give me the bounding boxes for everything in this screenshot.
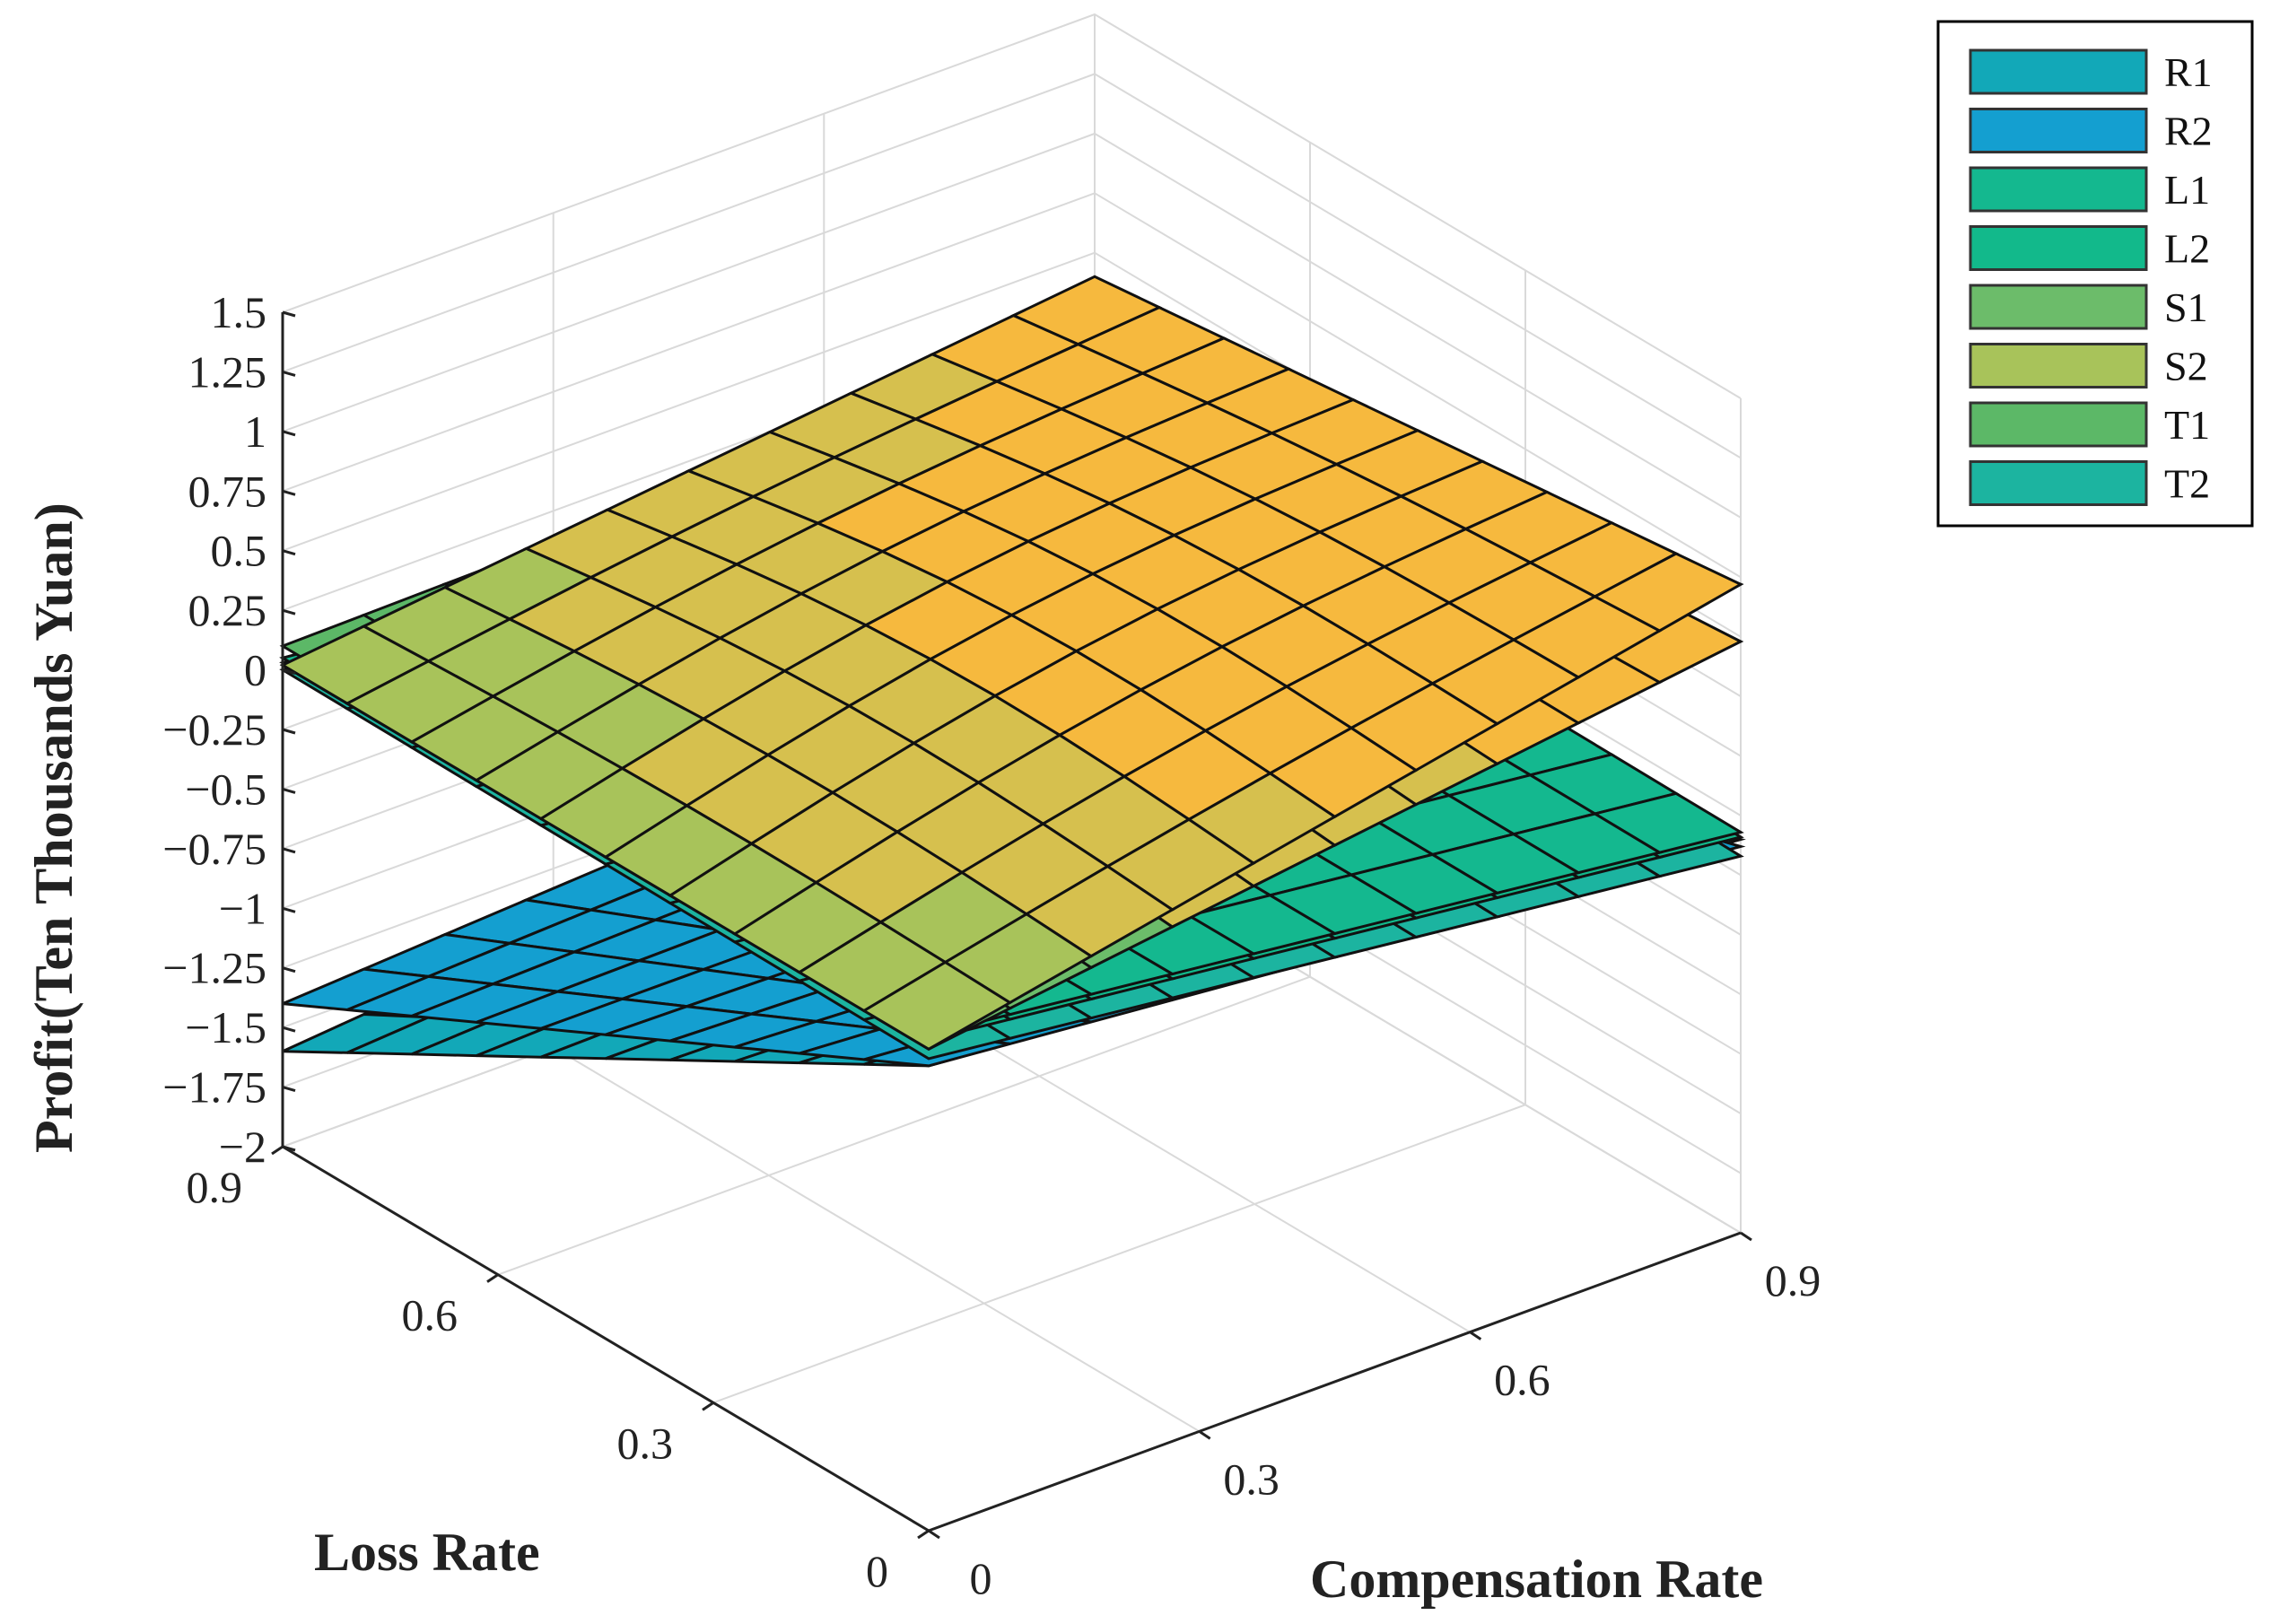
z-axis-title: Profit(Ten Thousands Yuan) bbox=[24, 502, 83, 1153]
z-tick-label: 0.5 bbox=[211, 526, 267, 576]
z-tick-mark bbox=[282, 728, 296, 735]
legend-swatch-t1 bbox=[1969, 401, 2148, 448]
z-tick-label: −1.5 bbox=[185, 1002, 266, 1052]
z-tick-label: 0.25 bbox=[188, 585, 267, 635]
x-tick-mark bbox=[928, 1529, 940, 1540]
legend-swatch-r1 bbox=[1969, 48, 2148, 95]
z-tick-mark bbox=[282, 668, 296, 676]
surface-patch bbox=[861, 960, 1013, 1052]
legend-label-s2: S2 bbox=[2164, 344, 2208, 389]
y-axis-line bbox=[282, 1145, 930, 1532]
surface-s2 bbox=[279, 275, 1744, 1052]
legend-swatch-l2 bbox=[1969, 225, 2148, 271]
legend-label-r1: R1 bbox=[2164, 49, 2213, 95]
z-tick-mark bbox=[282, 1086, 296, 1093]
legend-box bbox=[1936, 20, 2254, 528]
axes-layer: 1.5 1.25 1 0.75 0.5 0.25 0 −0.25 −0.5 −0.75 −1 −1.2… bbox=[162, 287, 1821, 1603]
y-tick-label: 0.3 bbox=[617, 1418, 674, 1468]
z-tick-label: −0.25 bbox=[162, 704, 266, 755]
z-tick-label: −1.25 bbox=[162, 943, 266, 993]
x-tick-label: 0 bbox=[970, 1553, 992, 1603]
legend-label-s1: S1 bbox=[2164, 284, 2208, 330]
z-tick-mark bbox=[282, 906, 296, 913]
z-tick-label: 1.5 bbox=[211, 287, 267, 337]
legend-swatch-t2 bbox=[1969, 460, 2148, 506]
legend-swatch-s1 bbox=[1969, 284, 2148, 330]
z-tick-mark bbox=[282, 549, 296, 556]
x-tick-mark bbox=[1740, 1231, 1752, 1242]
legend-label-r2: R2 bbox=[2164, 109, 2213, 154]
legend-label-l1: L1 bbox=[2164, 167, 2210, 213]
y-tick-label: 0.9 bbox=[187, 1162, 243, 1212]
y-tick-mark bbox=[486, 1273, 499, 1283]
x-tick-mark bbox=[1198, 1430, 1211, 1440]
legend-label-t1: T1 bbox=[2164, 402, 2210, 448]
z-tick-label: −1 bbox=[219, 883, 266, 933]
legend-swatch-l1 bbox=[1969, 166, 2148, 213]
x-tick-label: 0.3 bbox=[1223, 1454, 1280, 1504]
y-tick-label: 0 bbox=[866, 1546, 888, 1596]
legend-swatch-s2 bbox=[1969, 343, 2148, 389]
x-tick-label: 0.6 bbox=[1494, 1355, 1550, 1405]
x-tick-mark bbox=[1469, 1331, 1482, 1340]
y-tick-mark bbox=[917, 1529, 930, 1540]
z-tick-mark bbox=[282, 310, 296, 318]
legend-label-l2: L2 bbox=[2164, 226, 2210, 272]
z-tick-label: 0.75 bbox=[188, 466, 267, 516]
y-tick-mark bbox=[702, 1401, 714, 1411]
legend-swatch-r2 bbox=[1969, 108, 2148, 153]
legend: R1 R2 L1 L2 S1 S2 T1 T2 bbox=[1936, 20, 2254, 528]
z-tick-label: −0.5 bbox=[185, 764, 266, 814]
z-tick-mark bbox=[282, 430, 296, 437]
z-tick-label: 1.25 bbox=[188, 346, 267, 397]
z-tick-mark bbox=[282, 489, 296, 496]
z-tick-mark bbox=[282, 966, 296, 974]
z-tick-mark bbox=[282, 1026, 296, 1033]
z-tick-label: −1.75 bbox=[162, 1062, 266, 1113]
z-tick-label: 1 bbox=[244, 406, 266, 457]
z-tick-mark bbox=[282, 608, 296, 616]
surface-layer bbox=[279, 275, 1746, 1068]
x-axis-title: Compensation Rate bbox=[1310, 1550, 1763, 1609]
y-tick-label: 0.6 bbox=[402, 1290, 459, 1340]
z-tick-mark bbox=[282, 787, 296, 794]
z-tick-label: −2 bbox=[219, 1122, 266, 1172]
y-axis-title: Loss Rate bbox=[314, 1523, 540, 1582]
z-tick-mark bbox=[282, 847, 296, 854]
z-tick-label: 0 bbox=[244, 645, 266, 695]
x-axis-line bbox=[928, 1231, 1742, 1532]
y-tick-mark bbox=[271, 1145, 284, 1156]
legend-label-t2: T2 bbox=[2164, 461, 2210, 507]
z-tick-label: −0.75 bbox=[162, 824, 266, 874]
z-tick-mark bbox=[282, 370, 296, 377]
x-tick-label: 0.9 bbox=[1765, 1255, 1821, 1305]
